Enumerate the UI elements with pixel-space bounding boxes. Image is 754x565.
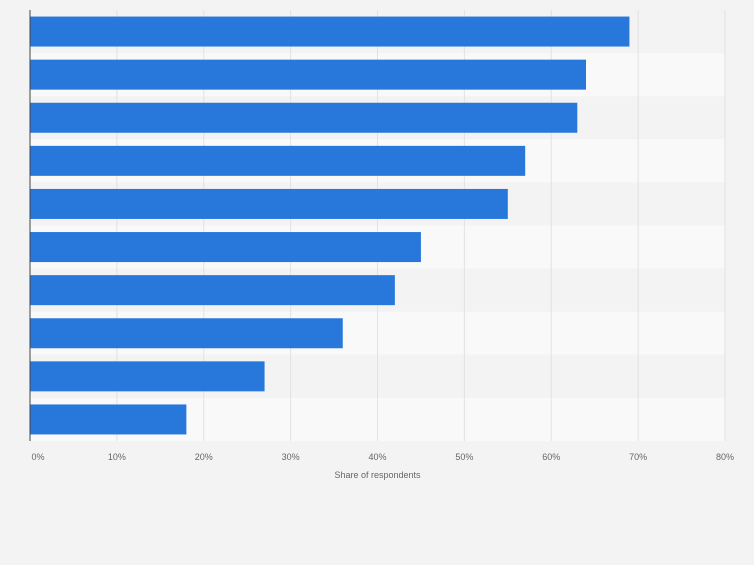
bar[interactable] — [30, 102, 578, 133]
x-tick-label: 50% — [455, 452, 473, 462]
x-tick-label: 20% — [195, 452, 213, 462]
bar[interactable] — [30, 59, 586, 90]
x-tick-label: 40% — [368, 452, 386, 462]
bar[interactable] — [30, 361, 265, 392]
bar[interactable] — [30, 145, 526, 176]
bar[interactable] — [30, 232, 421, 263]
x-axis-title: Share of respondents — [334, 470, 421, 480]
bar[interactable] — [30, 188, 508, 219]
x-axis-ticks: 0% 10% 20% 30% 40% 50% 60% 70% 80% — [31, 452, 734, 462]
bar[interactable] — [30, 318, 343, 349]
bars — [30, 16, 630, 435]
x-tick-label: 0% — [31, 452, 44, 462]
x-tick-label: 10% — [108, 452, 126, 462]
x-tick-label: 80% — [716, 452, 734, 462]
x-tick-label: 70% — [629, 452, 647, 462]
bar[interactable] — [30, 275, 395, 306]
x-tick-label: 30% — [282, 452, 300, 462]
bar[interactable] — [30, 404, 187, 435]
x-tick-label: 60% — [542, 452, 560, 462]
bar[interactable] — [30, 16, 630, 47]
